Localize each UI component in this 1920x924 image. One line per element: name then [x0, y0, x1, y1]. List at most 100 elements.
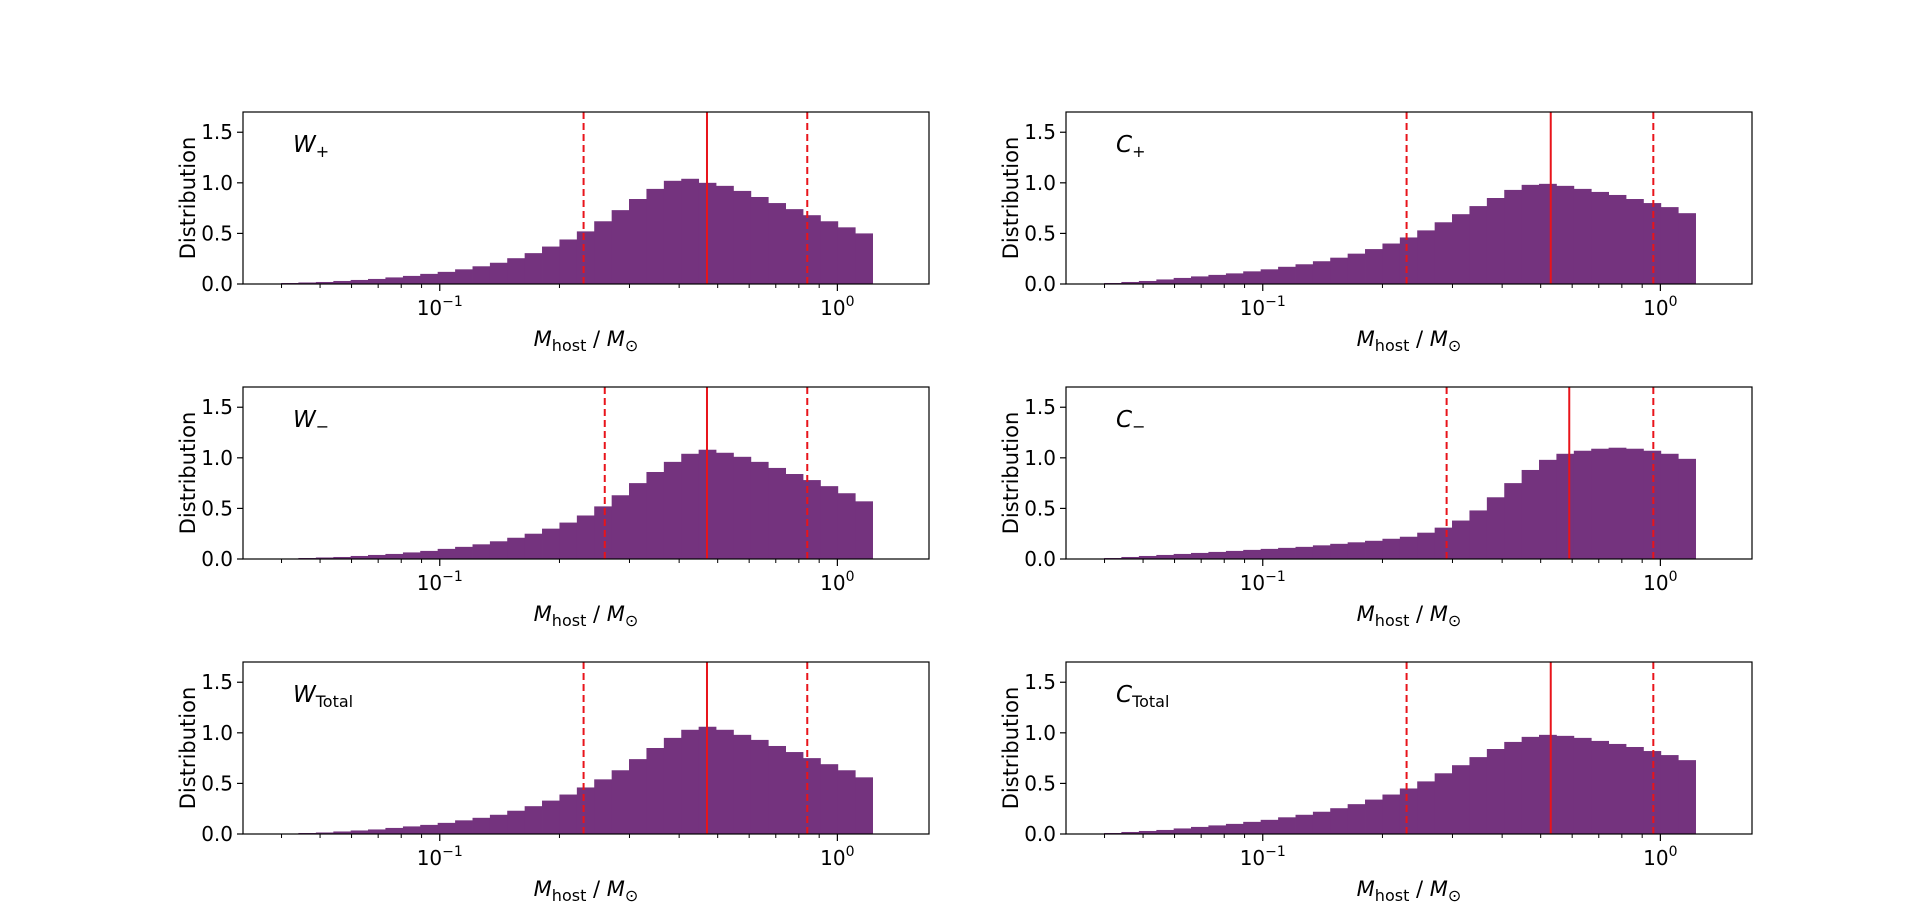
histogram-bar: [576, 231, 595, 284]
histogram-bar: [785, 752, 804, 834]
histogram-bar: [1225, 823, 1244, 834]
histogram-bar: [1452, 765, 1470, 834]
histogram-bar: [716, 185, 734, 284]
y-tick-label: 1.0: [1024, 446, 1056, 470]
histogram-bar: [716, 452, 734, 559]
histogram-bar: [385, 553, 404, 559]
histogram-bar: [420, 273, 439, 284]
histogram-bar: [768, 467, 787, 559]
y-tick-label: 1.0: [201, 721, 233, 745]
histogram-bar: [1156, 279, 1175, 284]
x-tick-label: 10−1: [1240, 569, 1286, 595]
histogram-bar: [1504, 189, 1523, 284]
y-tick-label: 1.5: [201, 670, 233, 694]
histogram-bar: [1573, 450, 1592, 559]
histogram-bar: [820, 221, 839, 284]
panel-label: CTotal: [1116, 682, 1169, 711]
histogram-bar: [1260, 269, 1279, 284]
histogram-bar: [1399, 237, 1418, 284]
y-tick-label: 0.0: [201, 272, 233, 296]
histogram-bar: [437, 548, 456, 559]
histogram-bar: [1191, 826, 1209, 834]
x-axis-label: Mhost / M⊙: [1357, 327, 1462, 355]
histogram-bar: [507, 258, 526, 284]
panel-6: 0.0 0.5 1.0 1.5 10−1 100 Mhost / M⊙ Distributio…: [999, 661, 1753, 905]
y-tick-label: 1.0: [201, 171, 233, 195]
histogram-bar: [1347, 542, 1366, 559]
y-tick-label: 0.5: [201, 496, 233, 520]
histogram-bar: [1591, 191, 1610, 284]
histogram-bar: [837, 493, 856, 559]
histogram-bar: [1295, 264, 1314, 284]
y-tick-label: 0.5: [1024, 496, 1056, 520]
histogram-bar: [1643, 751, 1662, 834]
y-tick-label: 0.5: [201, 221, 233, 245]
histogram-bar: [1138, 280, 1157, 284]
histogram-bar: [298, 282, 317, 284]
y-tick-label: 1.5: [201, 395, 233, 419]
histogram-bar: [1295, 814, 1314, 834]
axes-frame: [1065, 111, 1753, 285]
histogram-bar: [733, 456, 752, 559]
histogram-bars: [1104, 447, 1696, 559]
histogram-bar: [542, 528, 560, 559]
histogram-bar: [855, 501, 873, 559]
histogram-bar: [1678, 760, 1696, 834]
histogram-bar: [629, 199, 647, 284]
y-axis-label: Distribution: [176, 687, 200, 810]
histogram-bar: [350, 830, 369, 834]
histogram-bar: [1121, 556, 1140, 559]
histogram-bar: [1417, 781, 1436, 834]
histogram-bar: [1312, 261, 1331, 284]
y-tick-label: 1.5: [201, 120, 233, 144]
histogram-bar: [820, 764, 839, 834]
histogram-bar: [1626, 199, 1644, 284]
histogram-bar: [646, 471, 665, 559]
histogram-bar: [350, 279, 369, 284]
histogram-bar: [368, 278, 386, 284]
x-axis-label: Mhost / M⊙: [534, 327, 639, 355]
axes-frame: [1065, 386, 1753, 560]
histogram-bar: [1504, 483, 1523, 559]
histogram-bar: [350, 555, 369, 559]
histogram-bar: [437, 271, 456, 284]
histogram-bar: [1260, 548, 1279, 559]
histogram-bar: [750, 461, 769, 559]
histogram-bar: [1399, 788, 1418, 834]
histogram-bar: [629, 759, 647, 834]
panel-1: 0.0 0.5 1.0 1.5 10−1 100 Mhost / M⊙ Distributio…: [176, 111, 930, 355]
y-axis-label: Distribution: [999, 137, 1023, 260]
histogram-bar: [1486, 497, 1505, 559]
y-tick-label: 0.5: [1024, 221, 1056, 245]
histogram-bar: [1417, 230, 1436, 284]
panel-5: 0.0 0.5 1.0 1.5 10−1 100 Mhost / M⊙ Distributio…: [176, 661, 930, 905]
histogram-bar: [646, 748, 665, 834]
histogram-bar: [1278, 266, 1296, 284]
histogram-bar: [1521, 184, 1540, 284]
histogram-bar: [1347, 253, 1366, 284]
histogram-bar: [1521, 736, 1540, 834]
histogram-bar: [1278, 547, 1296, 559]
histogram-bar: [1138, 555, 1157, 559]
y-tick-label: 1.5: [1024, 670, 1056, 694]
histogram-bar: [681, 178, 700, 284]
histogram-bar: [542, 800, 560, 834]
histogram-bar: [1452, 214, 1470, 284]
histogram-bar: [1330, 257, 1349, 284]
histogram-bar: [1434, 773, 1453, 834]
histogram-bar: [1626, 746, 1644, 834]
panel-label: C−: [1116, 407, 1145, 436]
histogram-bar: [768, 745, 787, 834]
histogram-bar: [855, 777, 873, 834]
histogram-bar: [333, 556, 352, 559]
x-tick-label: 100: [1643, 844, 1677, 870]
histogram-bar: [594, 221, 613, 284]
histogram-bar: [1678, 213, 1696, 284]
histogram-bar: [368, 554, 386, 559]
histogram-bar: [1434, 222, 1453, 284]
histogram-bar: [1539, 734, 1557, 834]
y-tick-label: 1.0: [1024, 721, 1056, 745]
histogram-bar: [402, 826, 421, 834]
histogram-bar: [803, 215, 821, 284]
